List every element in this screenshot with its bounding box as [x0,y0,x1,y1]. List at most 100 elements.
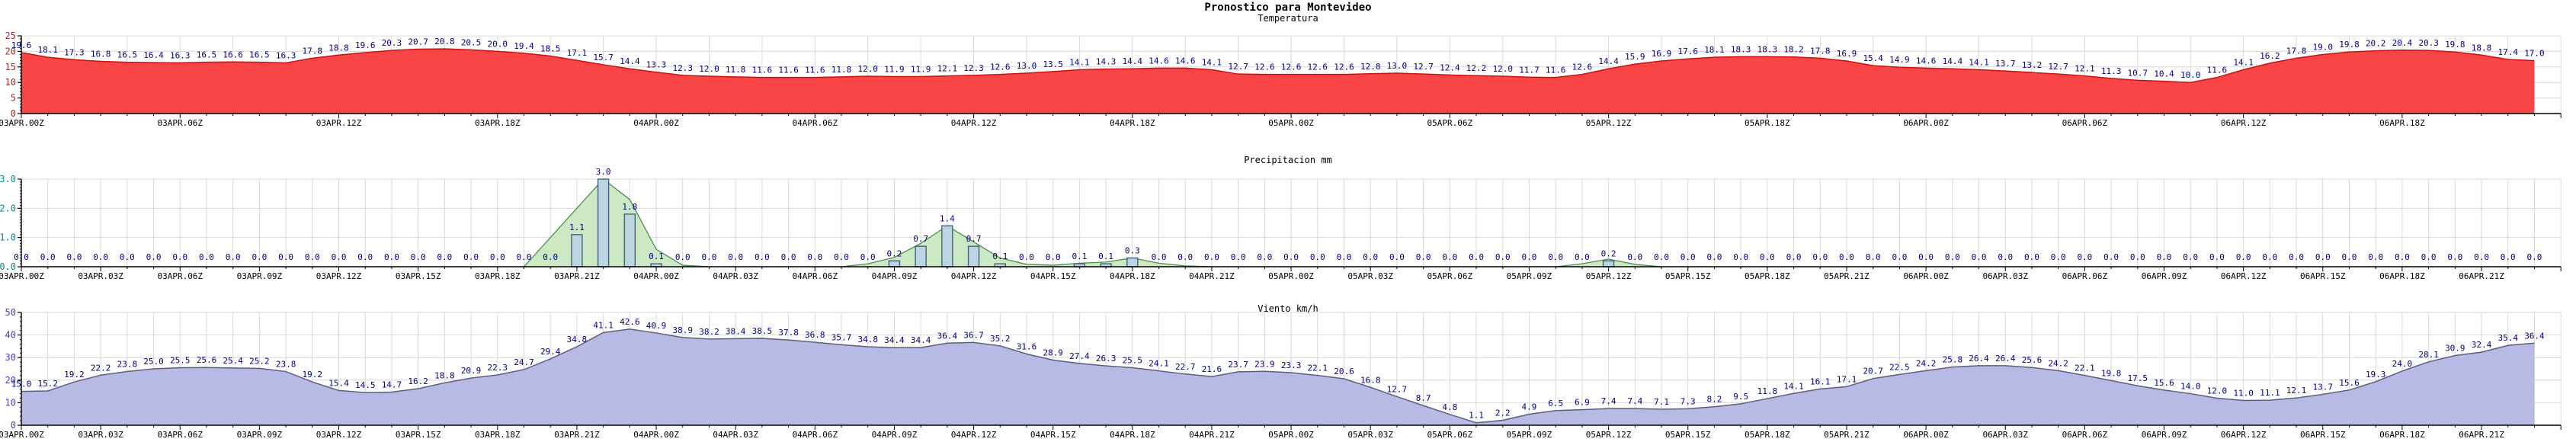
svg-text:03APR.12Z: 03APR.12Z [316,271,362,281]
svg-text:24.2: 24.2 [2048,358,2068,368]
temperature-plot: 03APR.00Z 03APR.06Z 03APR.12Z 03APR.18Z 04AP… [0,30,2562,128]
svg-text:06APR.06Z: 06APR.06Z [2062,271,2108,281]
svg-text:36.4: 36.4 [937,331,958,341]
svg-text:21.6: 21.6 [1202,364,1222,374]
svg-text:16.2: 16.2 [408,376,428,386]
svg-text:12.7: 12.7 [1413,62,1434,72]
svg-text:0.0: 0.0 [834,252,849,262]
svg-text:04APR.06Z: 04APR.06Z [792,118,838,128]
svg-text:11.7: 11.7 [1519,65,1540,75]
svg-text:0.0: 0.0 [384,252,399,262]
svg-text:03APR.18Z: 03APR.18Z [475,118,521,128]
svg-text:12.6: 12.6 [1281,62,1302,72]
svg-text:19.2: 19.2 [64,370,85,380]
svg-text:12.1: 12.1 [2075,64,2095,74]
svg-text:03APR.00Z: 03APR.00Z [0,271,44,281]
svg-text:0.0: 0.0 [1152,252,1167,262]
svg-text:03APR.09Z: 03APR.09Z [237,430,283,440]
svg-text:04APR.18Z: 04APR.18Z [1110,271,1155,281]
svg-text:0.0: 0.0 [2051,252,2066,262]
svg-text:04APR.06Z: 04APR.06Z [792,430,838,440]
precipitation-plot: 03APR.00Z 03APR.03Z 03APR.06Z 03APR.09Z 03AP… [0,167,2562,281]
svg-text:06APR.09Z: 06APR.09Z [2142,271,2187,281]
svg-text:0.7: 0.7 [913,234,928,244]
svg-text:06APR.18Z: 06APR.18Z [2379,118,2425,128]
svg-text:29.4: 29.4 [540,347,561,357]
svg-text:04APR.00Z: 04APR.00Z [633,430,679,440]
svg-text:12.4: 12.4 [1440,62,1460,72]
svg-text:13.0: 13.0 [1387,61,1408,71]
svg-text:03APR.03Z: 03APR.03Z [78,430,123,440]
svg-text:0.1: 0.1 [1072,251,1087,261]
svg-text:0.0: 0.0 [1389,252,1405,262]
svg-text:11.6: 11.6 [805,66,825,75]
svg-text:0.0: 0.0 [2103,252,2119,262]
precipitation-chart-title: Precipitacion mm [1244,155,1332,165]
svg-text:11.8: 11.8 [726,65,746,75]
svg-text:0.0: 0.0 [411,252,426,262]
svg-text:35.4: 35.4 [2498,333,2518,343]
svg-text:04APR.09Z: 04APR.09Z [872,430,918,440]
svg-text:0: 0 [11,108,16,119]
svg-text:0.0: 0.0 [860,252,876,262]
svg-text:0.1: 0.1 [1098,251,1113,261]
svg-text:12.7: 12.7 [1387,384,1408,394]
svg-text:0.0: 0.0 [1866,252,1881,262]
svg-text:15.7: 15.7 [593,53,614,62]
svg-text:31.6: 31.6 [1017,341,1037,351]
svg-text:4.8: 4.8 [1442,402,1457,412]
svg-text:19.4: 19.4 [514,41,534,51]
svg-text:38.9: 38.9 [673,325,694,335]
svg-text:15.4: 15.4 [1863,53,1883,63]
svg-text:04APR.15Z: 04APR.15Z [1030,430,1076,440]
svg-text:05APR.00Z: 05APR.00Z [1268,271,1314,281]
svg-text:0.0: 0.0 [1257,252,1272,262]
svg-text:0.0: 0.0 [1442,252,1457,262]
svg-text:20.7: 20.7 [1863,367,1883,376]
svg-text:14.6: 14.6 [1175,56,1196,66]
svg-text:14.4: 14.4 [1943,56,1963,66]
svg-text:05APR.06Z: 05APR.06Z [1427,430,1473,440]
svg-text:19.3: 19.3 [2366,370,2386,380]
svg-text:11.6: 11.6 [2207,66,2228,75]
svg-text:06APR.15Z: 06APR.15Z [2300,271,2346,281]
svg-text:0.0: 0.0 [1575,252,1590,262]
svg-text:50: 50 [5,307,16,318]
svg-text:04APR.21Z: 04APR.21Z [1189,271,1235,281]
svg-text:12.3: 12.3 [673,63,694,73]
svg-text:03APR.21Z: 03APR.21Z [554,271,600,281]
svg-text:1.1: 1.1 [569,223,585,232]
svg-text:0.0: 0.0 [1019,252,1034,262]
svg-text:06APR.18Z: 06APR.18Z [2379,430,2425,440]
svg-text:03APR.03Z: 03APR.03Z [78,271,123,281]
svg-text:17.4: 17.4 [2498,47,2518,57]
svg-text:03APR.15Z: 03APR.15Z [396,430,441,440]
svg-text:15.6: 15.6 [2339,378,2360,388]
svg-text:34.8: 34.8 [857,335,878,344]
svg-text:20.0: 20.0 [488,39,508,49]
svg-text:12.3: 12.3 [963,63,984,73]
svg-text:17.6: 17.6 [1677,46,1698,56]
svg-text:25.0: 25.0 [143,357,164,367]
page-title: Pronostico para Montevideo [1204,2,1372,14]
svg-text:8.2: 8.2 [1707,395,1722,405]
svg-text:0.3: 0.3 [1125,246,1140,256]
svg-text:20.9: 20.9 [461,366,482,376]
svg-text:0.0: 0.0 [1469,252,1484,262]
svg-text:06APR.21Z: 06APR.21Z [2459,430,2504,440]
svg-text:7.4: 7.4 [1627,396,1642,406]
svg-text:16.1: 16.1 [1810,376,1831,386]
svg-text:22.2: 22.2 [91,363,111,373]
svg-text:26.3: 26.3 [1096,354,1117,364]
svg-text:16.5: 16.5 [249,50,270,60]
svg-text:05APR.09Z: 05APR.09Z [1507,430,1552,440]
svg-text:0.0: 0.0 [2501,252,2516,262]
svg-text:18.3: 18.3 [1757,44,1778,54]
svg-text:34.8: 34.8 [567,335,588,344]
svg-text:0.0: 0.0 [2289,252,2304,262]
svg-text:22.7: 22.7 [1175,362,1196,372]
svg-text:04APR.12Z: 04APR.12Z [951,118,997,128]
svg-text:19.2: 19.2 [303,370,323,380]
svg-text:20.7: 20.7 [408,37,428,47]
